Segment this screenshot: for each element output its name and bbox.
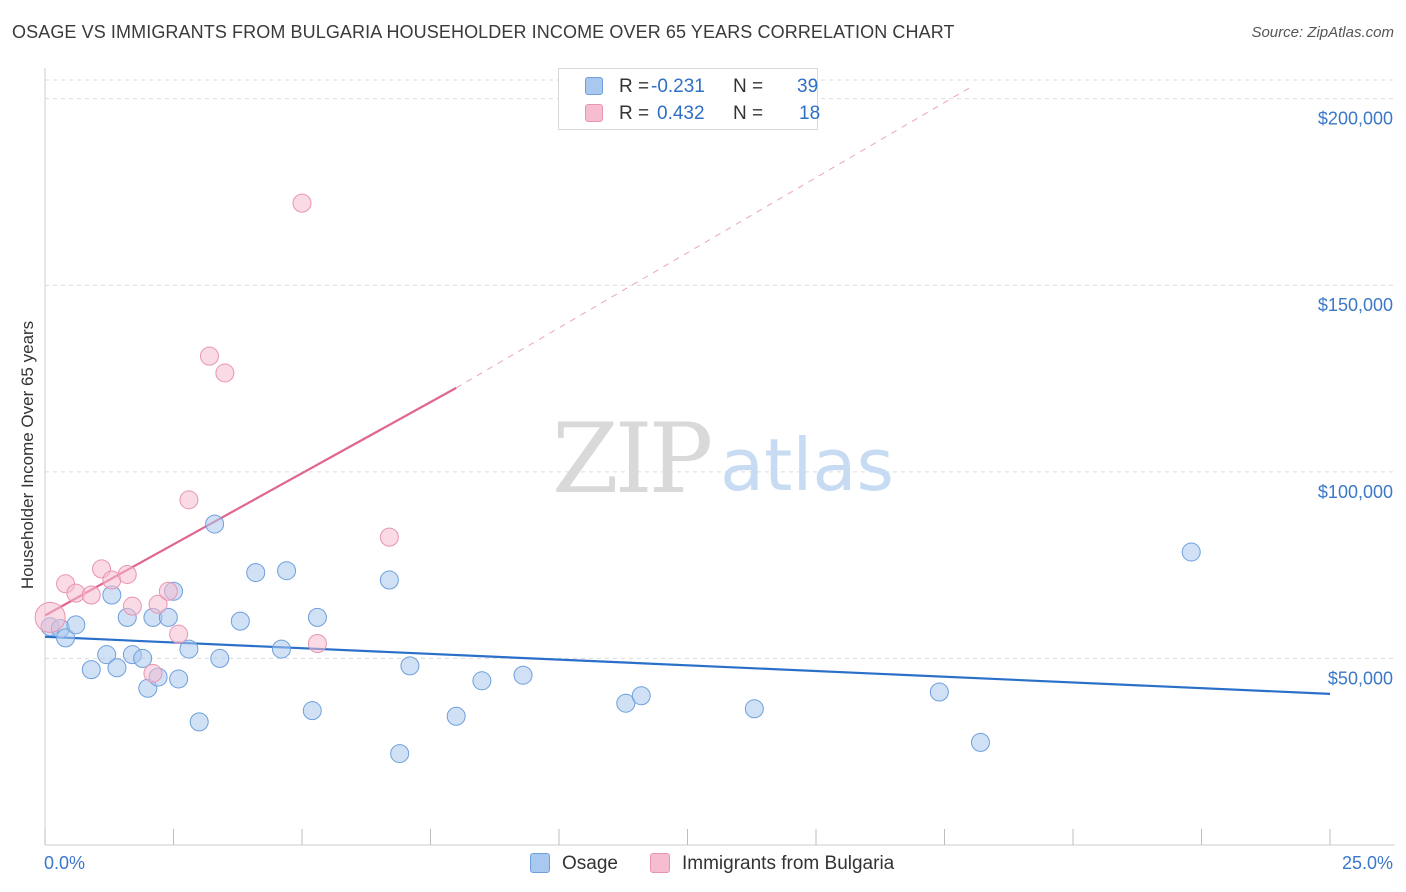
watermark-atlas: atlas <box>720 423 894 507</box>
osage-point <box>390 744 410 764</box>
osage-point <box>189 712 209 732</box>
bulgaria-trend-line <box>455 87 971 389</box>
stats-legend: R = -0.231 N = 39 R = 0.432 N = 18 <box>558 68 821 130</box>
bulgaria-point <box>158 581 178 601</box>
tick-labels: $50,000 $100,000 $150,000 $200,000 0.0% 25.0% <box>44 109 1393 873</box>
osage-point <box>616 693 636 713</box>
osage-point <box>929 682 949 702</box>
y-tick-label: $150,000 <box>1318 295 1393 315</box>
osage-point <box>1181 542 1201 562</box>
watermark: ZIP atlas <box>552 403 894 515</box>
series-osage <box>40 514 1201 764</box>
osage-point <box>97 645 117 665</box>
axes <box>44 68 1395 846</box>
osage-point <box>246 563 266 583</box>
osage-point <box>277 561 297 581</box>
data-points <box>34 193 1201 764</box>
series-bulgaria <box>34 193 399 683</box>
x-tick-label-min: 0.0% <box>44 853 85 873</box>
osage-r-value: -0.231 <box>651 76 705 97</box>
bulgaria-point <box>148 594 168 614</box>
osage-point <box>400 656 420 676</box>
osage-point <box>107 658 127 678</box>
y-axis-title: Householder Income Over 65 years <box>18 321 37 589</box>
watermark-zip: ZIP <box>552 403 711 515</box>
x-tick-label-max: 25.0% <box>1342 853 1393 873</box>
y-tick-label: $100,000 <box>1318 482 1393 502</box>
bulgaria-point <box>179 490 199 510</box>
osage-point <box>179 639 199 659</box>
osage-point <box>56 628 76 648</box>
legend-osage-label: Osage <box>562 853 618 874</box>
legend-bulgaria-swatch <box>650 853 670 873</box>
osage-point <box>271 639 291 659</box>
bulgaria-point <box>199 346 219 366</box>
bulgaria-point <box>379 527 399 547</box>
bulgaria-point <box>143 663 163 683</box>
osage-point <box>472 671 492 691</box>
osage-r-label: R = <box>619 76 650 97</box>
bulgaria-point <box>117 564 137 584</box>
bulgaria-n-label: N = <box>733 103 764 124</box>
osage-swatch <box>585 77 603 95</box>
osage-point <box>66 615 86 635</box>
bulgaria-r-label: R = <box>619 103 650 124</box>
osage-point <box>205 514 225 534</box>
osage-point <box>133 648 153 668</box>
y-tick-label: $200,000 <box>1318 109 1393 129</box>
legend-osage-swatch <box>530 853 550 873</box>
bulgaria-point <box>34 601 66 633</box>
osage-n-value: 39 <box>797 76 819 97</box>
osage-point <box>169 669 189 689</box>
osage-point <box>81 660 101 680</box>
bulgaria-swatch <box>585 104 603 122</box>
osage-n-label: N = <box>733 76 764 97</box>
bulgaria-point <box>292 193 312 213</box>
osage-point <box>210 648 230 668</box>
bulgaria-r-value: 0.432 <box>657 103 705 124</box>
legend-bulgaria-label: Immigrants from Bulgaria <box>682 853 895 874</box>
y-tick-label: $50,000 <box>1328 668 1393 688</box>
bulgaria-point <box>169 624 189 644</box>
chart-title: OSAGE VS IMMIGRANTS FROM BULGARIA HOUSEH… <box>12 22 955 42</box>
osage-point <box>302 701 322 721</box>
osage-trend-line <box>44 635 1331 695</box>
bulgaria-point <box>122 596 142 616</box>
osage-point <box>970 732 990 752</box>
osage-point <box>379 570 399 590</box>
osage-point <box>158 607 178 627</box>
osage-point <box>230 611 250 631</box>
osage-point <box>513 665 533 685</box>
source-label: Source: ZipAtlas.com <box>1251 24 1394 41</box>
bulgaria-point <box>215 363 235 383</box>
bulgaria-point <box>81 585 101 605</box>
trend-lines <box>44 87 1331 695</box>
osage-point <box>744 699 764 719</box>
bulgaria-point <box>307 633 327 653</box>
osage-point <box>631 686 651 706</box>
bulgaria-n-value: 18 <box>799 103 821 124</box>
osage-point <box>446 706 466 726</box>
osage-point <box>307 607 327 627</box>
